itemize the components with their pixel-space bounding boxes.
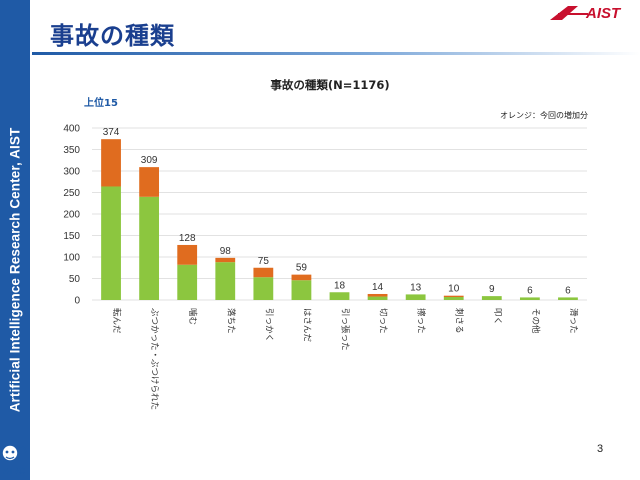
- x-tick-label: 切った: [378, 308, 388, 334]
- x-tick-label: 転んだ: [111, 308, 121, 334]
- y-tick-label: 200: [63, 210, 80, 221]
- data-label: 9: [489, 284, 495, 295]
- x-tick-label: 擦った: [416, 308, 427, 334]
- bar-base-6: [329, 292, 350, 300]
- bar-increase-1: [139, 167, 160, 197]
- bar-base-4: [253, 277, 274, 300]
- sidebar: Artificial Intelligence Research Center,…: [0, 0, 30, 480]
- y-tick-label: 400: [63, 124, 80, 135]
- aist-logo: AIST: [550, 5, 622, 22]
- x-tick-label: 落ちた: [225, 308, 236, 334]
- data-label: 6: [527, 285, 533, 296]
- y-tick-label: 250: [63, 188, 80, 199]
- data-label: 6: [565, 285, 571, 296]
- data-label: 309: [141, 155, 158, 166]
- bar-base-8: [405, 294, 426, 300]
- aist-logo-text: AIST: [585, 5, 622, 22]
- x-tick-label: 引っかく: [263, 308, 273, 342]
- x-tick-label: 刺さる: [454, 308, 464, 334]
- data-label: 59: [296, 263, 308, 274]
- data-label: 128: [179, 233, 196, 244]
- bar-increase-0: [101, 139, 121, 187]
- x-tick-label: 噛む: [187, 308, 198, 325]
- data-label: 75: [258, 256, 270, 267]
- data-label: 98: [220, 246, 232, 257]
- bar-base-9: [443, 296, 464, 300]
- y-tick-label: 350: [63, 145, 80, 156]
- y-tick-label: 300: [63, 167, 80, 178]
- airc-mascot-logo: [1, 444, 27, 462]
- y-tick-label: 100: [63, 253, 80, 264]
- y-tick-label: 50: [69, 274, 81, 285]
- y-tick-label: 0: [74, 296, 80, 307]
- sidebar-text: Artificial Intelligence Research Center,…: [7, 127, 23, 413]
- bar-increase-3: [215, 257, 236, 263]
- chart-annotation: オレンジ：今回の増加分: [500, 110, 588, 120]
- x-tick-label: その他: [530, 308, 541, 334]
- bar-increase-9: [443, 295, 464, 297]
- bar-base-11: [519, 297, 540, 300]
- title-underline: [32, 52, 640, 55]
- data-label: 13: [410, 282, 422, 293]
- y-tick-label: 150: [63, 231, 80, 242]
- data-label: 374: [103, 127, 120, 138]
- bar-base-3: [215, 262, 236, 300]
- chart-title: 事故の種類(N=1176): [270, 78, 389, 92]
- data-label: 18: [334, 280, 346, 291]
- bar-base-1: [139, 196, 160, 300]
- data-label: 14: [372, 282, 384, 293]
- x-tick-label: 滑った: [568, 308, 579, 334]
- bar-increase-4: [253, 267, 274, 278]
- bar-base-2: [177, 264, 198, 300]
- x-tick-label: 叩く: [492, 308, 502, 325]
- bar-chart: 事故の種類(N=1176) 上位15 オレンジ：今回の増加分 0 50 100 150…: [63, 78, 588, 410]
- bar-base-10: [481, 296, 502, 300]
- x-tick-label: 引っ張った: [340, 308, 350, 351]
- x-tick-label: ぶつかった・ぶつけられた: [149, 308, 159, 410]
- bar-base-0: [101, 186, 121, 300]
- x-tick-label: はさんだ: [301, 308, 311, 343]
- page-number: 3: [597, 443, 604, 455]
- bar-base-12: [558, 297, 578, 300]
- bar-base-5: [291, 280, 312, 300]
- bar-increase-5: [291, 274, 312, 281]
- bar-increase-2: [177, 244, 198, 265]
- airc-logo-text: AIRC: [3, 466, 25, 476]
- page-title: 事故の種類: [50, 22, 175, 50]
- bar-increase-7: [367, 293, 388, 297]
- data-label: 10: [448, 284, 460, 295]
- bar-base-7: [367, 296, 388, 300]
- chart-subtitle: 上位15: [84, 96, 118, 109]
